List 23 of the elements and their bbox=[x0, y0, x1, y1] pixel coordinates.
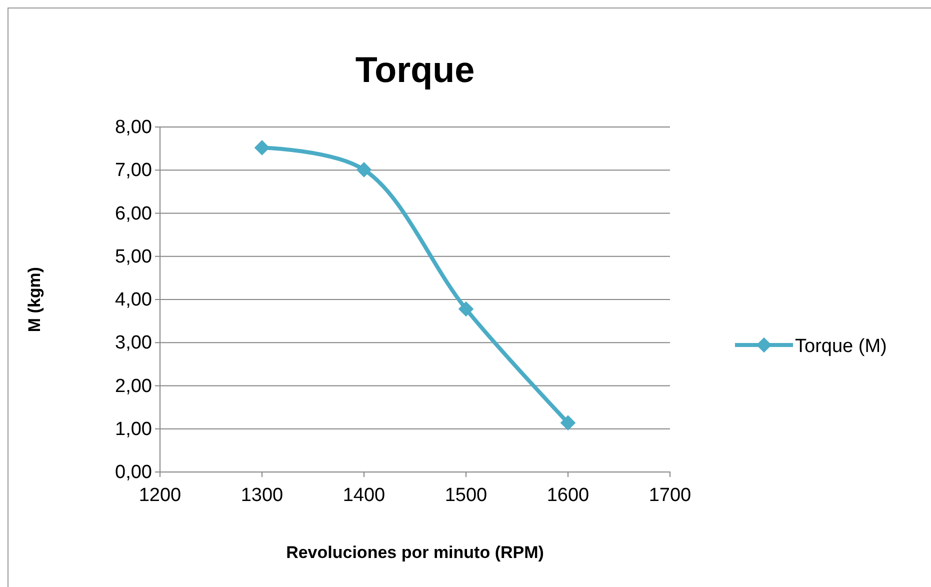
x-axis-title: Revoluciones por minuto (RPM) bbox=[286, 543, 544, 562]
y-tick-label: 7,00 bbox=[115, 160, 152, 182]
y-tick-label: 3,00 bbox=[115, 332, 152, 354]
y-axis-title: M (kgm) bbox=[25, 266, 44, 332]
y-tick-label: 8,00 bbox=[115, 117, 152, 138]
y-tick-label: 1,00 bbox=[115, 418, 152, 440]
y-tick-label: 2,00 bbox=[115, 376, 152, 397]
x-tick-label: 1600 bbox=[546, 484, 590, 506]
x-tick-label: 1300 bbox=[240, 484, 284, 506]
point bbox=[458, 301, 474, 317]
y-tick-label: 6,00 bbox=[115, 203, 152, 224]
chart-title: Torque bbox=[355, 49, 475, 90]
legend-label: Torque (M) bbox=[795, 336, 887, 357]
x-tick-label: 1700 bbox=[648, 484, 692, 506]
point bbox=[356, 162, 372, 178]
y-tick-label: 0,00 bbox=[115, 462, 152, 484]
x-tick-label: 1500 bbox=[444, 484, 488, 506]
x-tick-label: 1200 bbox=[138, 484, 182, 506]
point bbox=[254, 140, 270, 156]
y-tick-label: 5,00 bbox=[115, 246, 152, 268]
y-tick-label: 4,00 bbox=[115, 290, 152, 311]
x-tick-label: 1400 bbox=[342, 484, 386, 506]
point bbox=[560, 415, 576, 431]
